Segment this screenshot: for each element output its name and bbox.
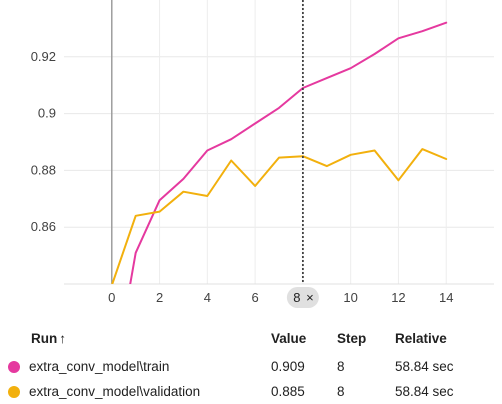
value-cell: 0.885: [271, 384, 305, 399]
y-tick-label: 0.86: [31, 219, 56, 234]
x-axis-tick-labels: 0 2 4 6 10 12 14: [108, 290, 453, 305]
line-chart[interactable]: 8 × 0.860.880.90.92 0 2 4 6 10 12 14: [0, 0, 502, 318]
run-legend-table: Run ↑ Value Step Relative extra_conv_mode…: [0, 322, 502, 404]
legend-header-row: Run ↑ Value Step Relative: [0, 322, 502, 354]
run-column-header[interactable]: Run ↑: [0, 322, 271, 354]
run-color-dot: [8, 386, 20, 398]
hover-indicator[interactable]: 8 ×: [286, 0, 319, 308]
value-cell: 0.909: [271, 359, 305, 374]
step-cell: 8: [337, 359, 345, 374]
step-column-header[interactable]: Step: [337, 330, 367, 346]
series-line-1: [111, 148, 448, 284]
hover-step-label: 8: [293, 290, 300, 305]
x-tick-label: 12: [391, 290, 405, 305]
relative-column-header[interactable]: Relative: [395, 330, 447, 346]
x-tick-label: 10: [343, 290, 357, 305]
x-tick-label: 14: [439, 290, 453, 305]
step-cell: 8: [337, 384, 345, 399]
sort-ascending-icon[interactable]: ↑: [59, 330, 66, 346]
relative-cell: 58.84 sec: [395, 359, 454, 374]
x-tick-label: 0: [108, 290, 115, 305]
run-color-dot: [8, 361, 20, 373]
y-tick-label: 0.88: [31, 162, 56, 177]
y-axis-tick-labels: 0.86 0.88 0.9 0.92: [31, 49, 56, 234]
run-name-cell: extra_conv_model\train: [0, 354, 271, 379]
run-header-label: Run: [31, 330, 58, 346]
run-name: extra_conv_model\validation: [29, 384, 201, 399]
run-name-cell: extra_conv_model\validation: [0, 379, 271, 404]
chart-grid: [64, 0, 494, 284]
x-tick-label: 2: [156, 290, 163, 305]
chart-axes: [64, 0, 494, 285]
legend-row-train: extra_conv_model\train 0.909 8 58.84 sec: [0, 354, 502, 379]
x-tick-label: 4: [204, 290, 211, 305]
chart-series: [111, 21, 448, 284]
close-icon[interactable]: ×: [306, 290, 314, 305]
hover-step-pill: [286, 287, 319, 308]
x-tick-label: 6: [251, 290, 258, 305]
series-line-0: [129, 21, 448, 284]
relative-cell: 58.84 sec: [395, 384, 454, 399]
legend-row-validation: extra_conv_model\validation 0.885 8 58.8…: [0, 379, 502, 404]
value-column-header[interactable]: Value: [271, 330, 307, 346]
run-name: extra_conv_model\train: [29, 359, 170, 374]
y-tick-label: 0.9: [38, 106, 56, 121]
y-tick-label: 0.92: [31, 49, 56, 64]
